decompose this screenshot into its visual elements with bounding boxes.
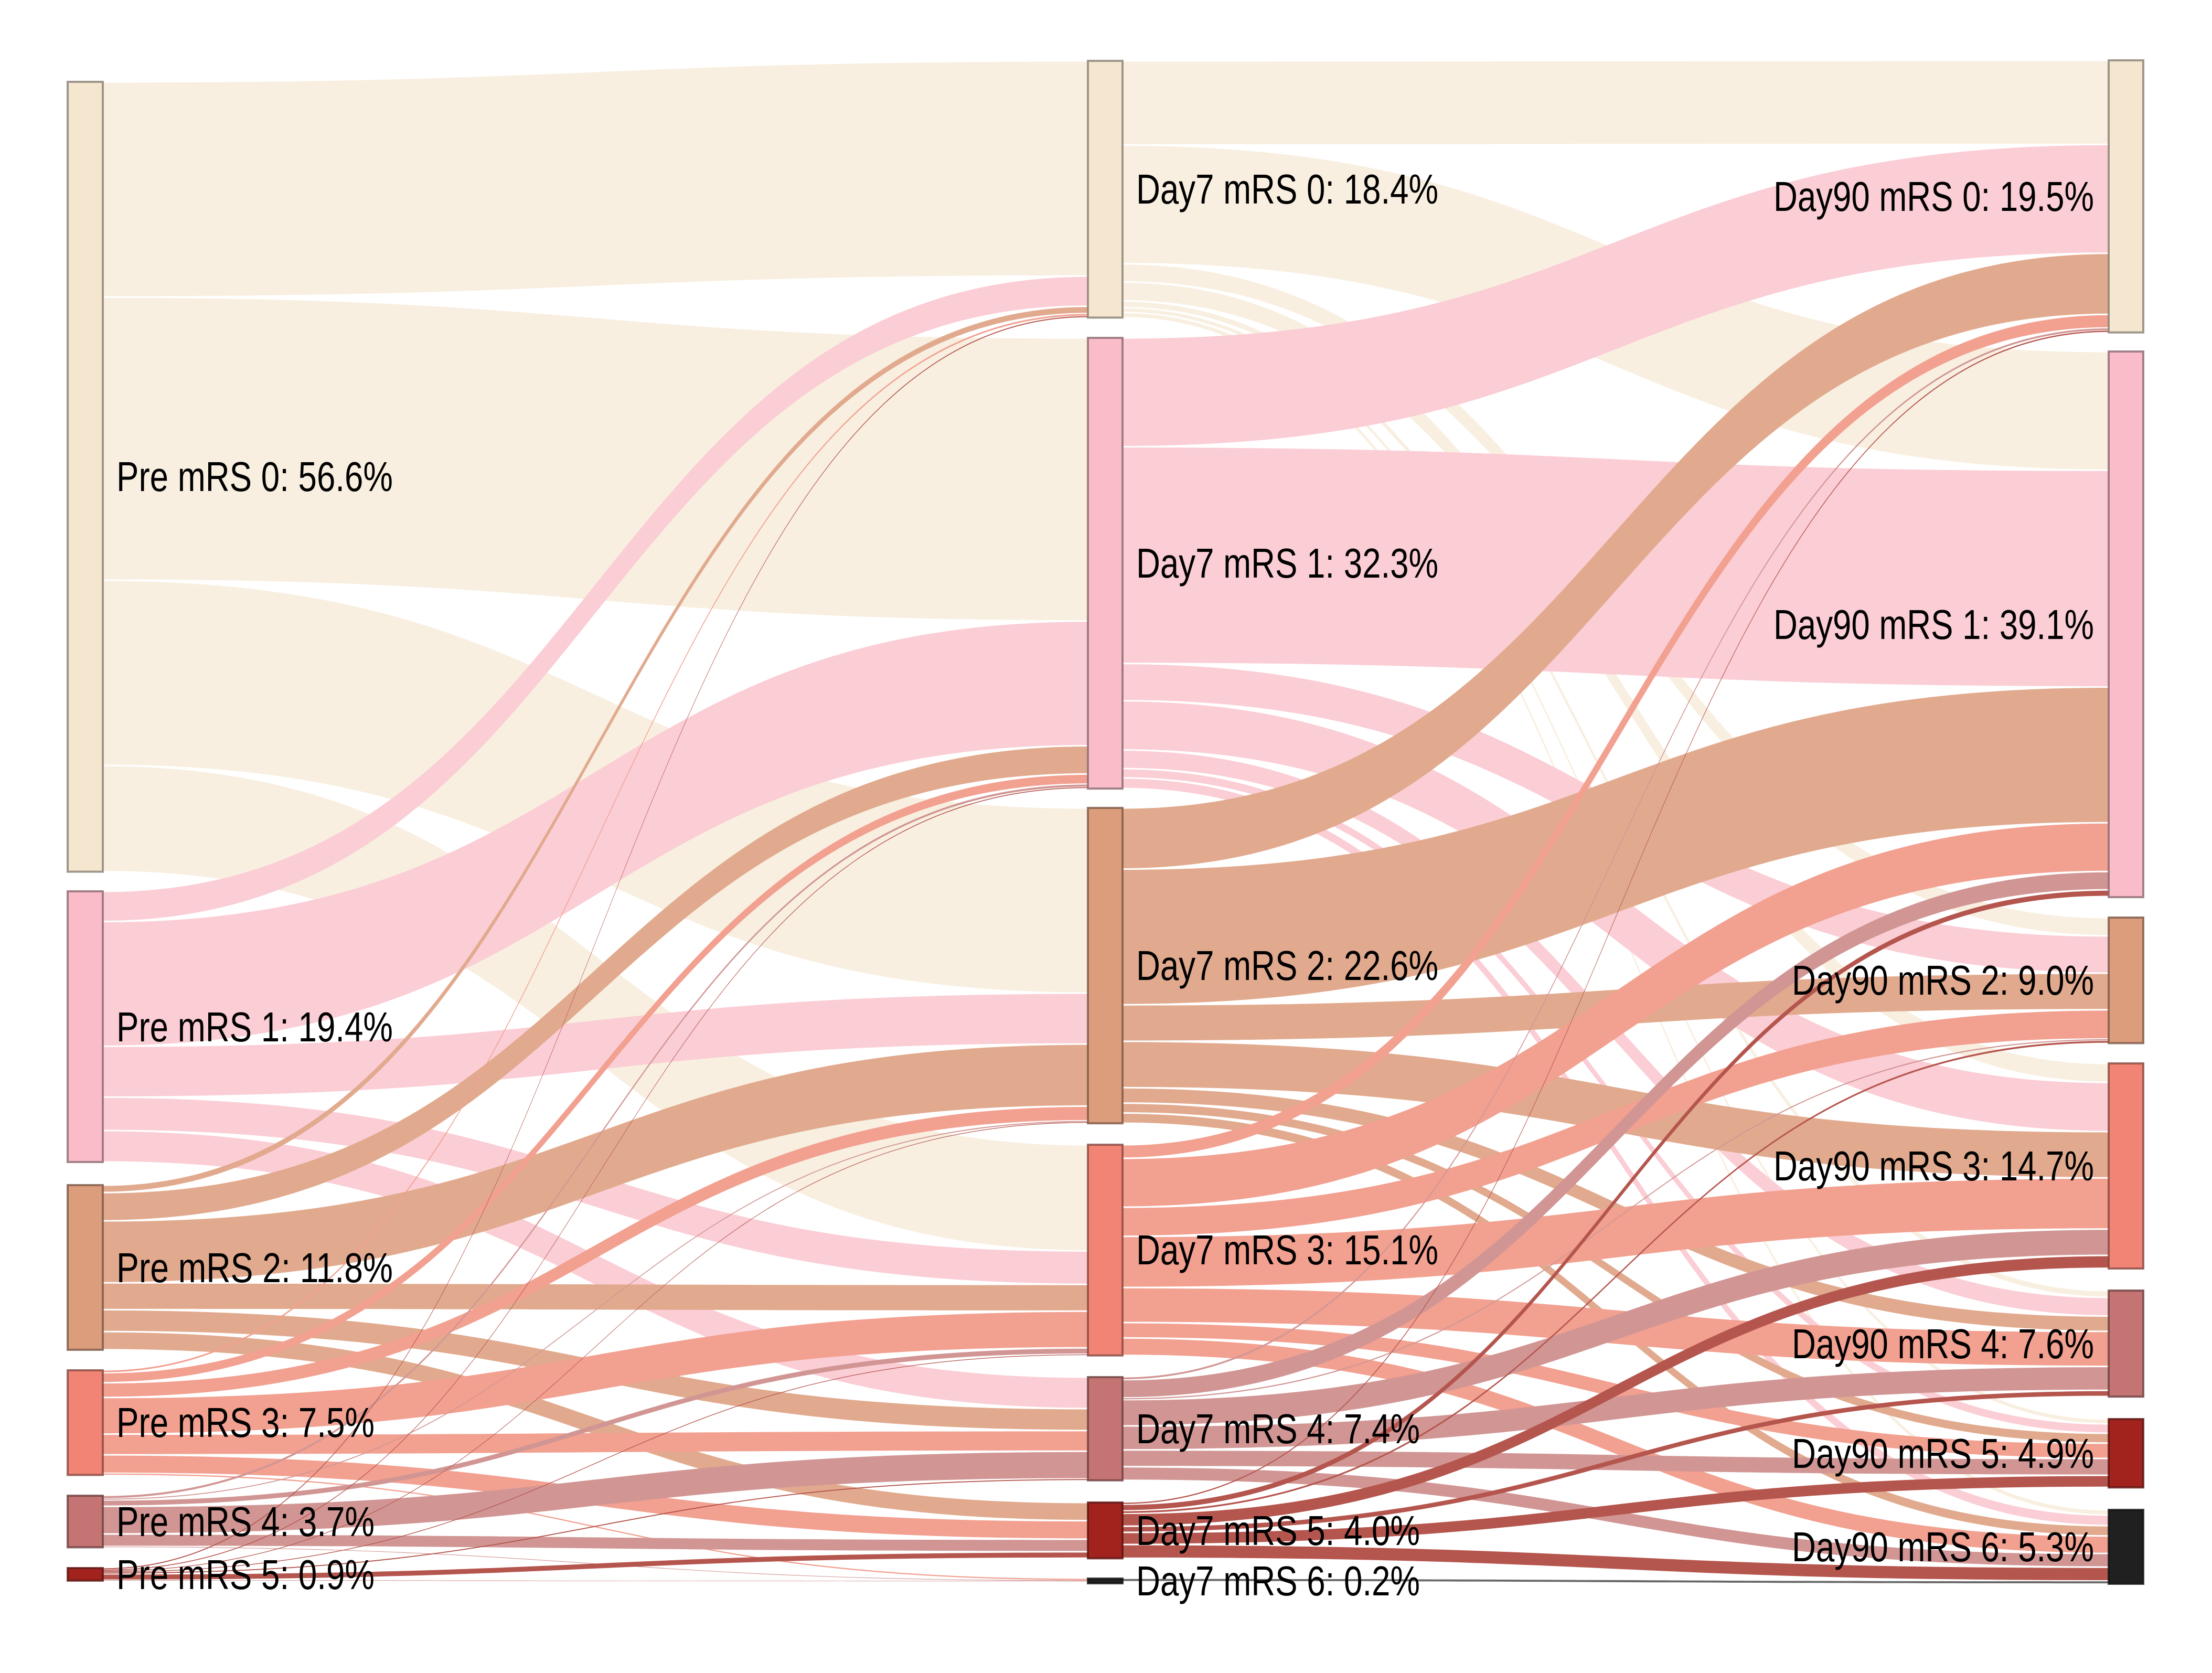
svg-text:Pre mRS 0: 56.6%: Pre mRS 0: 56.6% <box>116 453 393 500</box>
svg-text:Day90 mRS 3: 14.7%: Day90 mRS 3: 14.7% <box>1773 1143 2094 1189</box>
svg-text:Day7 mRS 1: 32.3%: Day7 mRS 1: 32.3% <box>1136 540 1438 587</box>
svg-text:Day7 mRS 6: 0.2%: Day7 mRS 6: 0.2% <box>1136 1558 1420 1604</box>
svg-text:Day7 mRS 5: 4.0%: Day7 mRS 5: 4.0% <box>1136 1507 1420 1554</box>
svg-text:Day90 mRS 2: 9.0%: Day90 mRS 2: 9.0% <box>1792 957 2094 1004</box>
svg-text:Day7 mRS 3: 15.1%: Day7 mRS 3: 15.1% <box>1136 1227 1438 1273</box>
svg-text:Day90 mRS 6: 5.3%: Day90 mRS 6: 5.3% <box>1792 1523 2094 1570</box>
svg-text:Day7 mRS 4: 7.4%: Day7 mRS 4: 7.4% <box>1136 1405 1420 1452</box>
svg-text:Pre mRS 2: 11.8%: Pre mRS 2: 11.8% <box>116 1244 393 1291</box>
svg-text:Day7 mRS 0: 18.4%: Day7 mRS 0: 18.4% <box>1136 166 1438 212</box>
svg-text:Day7 mRS 2: 22.6%: Day7 mRS 2: 22.6% <box>1136 942 1438 989</box>
svg-text:Pre mRS 4: 3.7%: Pre mRS 4: 3.7% <box>116 1498 375 1545</box>
svg-text:Day90 mRS 5: 4.9%: Day90 mRS 5: 4.9% <box>1792 1430 2094 1477</box>
svg-text:Day90 mRS 1: 39.1%: Day90 mRS 1: 39.1% <box>1773 601 2094 648</box>
svg-text:Day90 mRS 4: 7.6%: Day90 mRS 4: 7.6% <box>1792 1320 2094 1367</box>
svg-text:Day90 mRS 0: 19.5%: Day90 mRS 0: 19.5% <box>1773 173 2094 220</box>
svg-text:Pre mRS 3: 7.5%: Pre mRS 3: 7.5% <box>116 1399 375 1446</box>
svg-text:Pre mRS 1: 19.4%: Pre mRS 1: 19.4% <box>116 1004 393 1050</box>
svg-text:Pre mRS 5: 0.9%: Pre mRS 5: 0.9% <box>116 1551 375 1598</box>
